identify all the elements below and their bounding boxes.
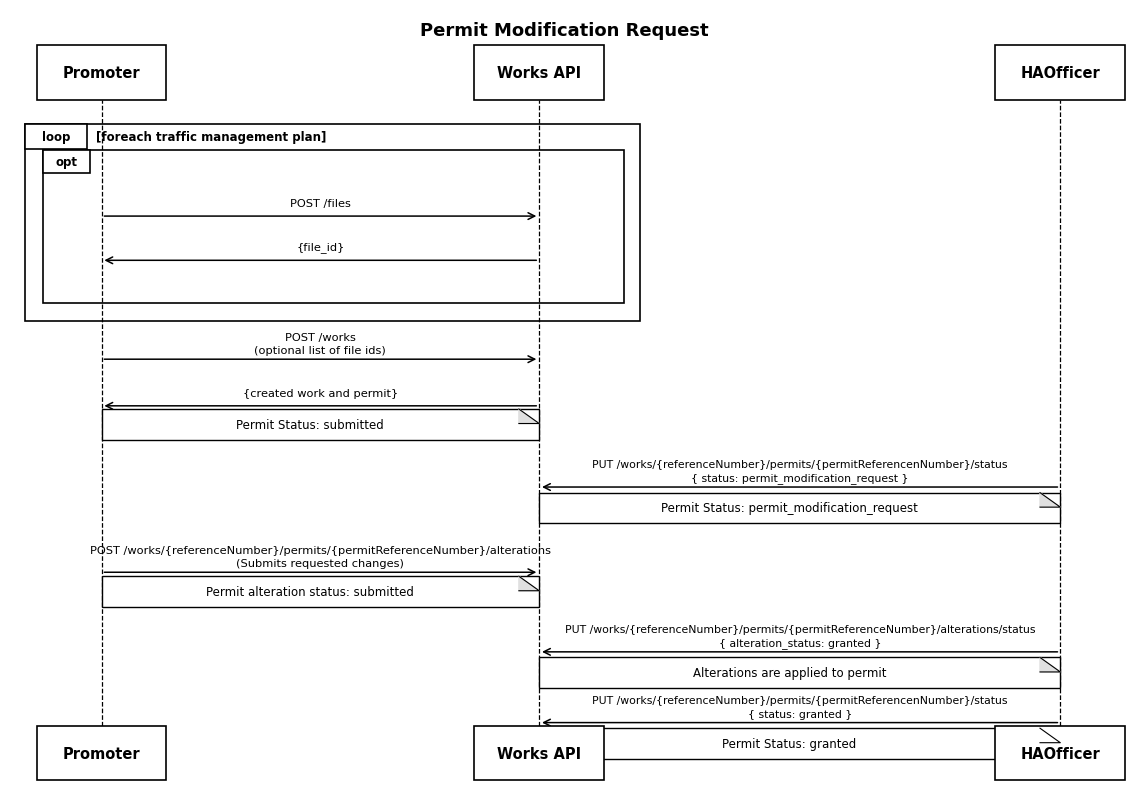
Polygon shape <box>1040 728 1060 743</box>
Bar <box>43 151 90 173</box>
Bar <box>102 577 539 607</box>
Text: Works API: Works API <box>497 66 581 80</box>
Text: { alteration_status: granted }: { alteration_status: granted } <box>719 637 881 648</box>
Text: opt: opt <box>55 156 78 169</box>
Bar <box>36 46 167 100</box>
Text: {created work and permit}: {created work and permit} <box>243 389 398 398</box>
Text: POST /works: POST /works <box>285 332 355 342</box>
Polygon shape <box>1040 658 1060 672</box>
Text: (Submits requested changes): (Submits requested changes) <box>237 559 404 569</box>
Text: {file_id}: {file_id} <box>297 242 344 253</box>
Bar <box>995 46 1125 100</box>
Text: Permit Status: permit_modification_request: Permit Status: permit_modification_reque… <box>661 502 918 515</box>
Text: { status: permit_modification_request }: { status: permit_modification_request } <box>691 472 908 483</box>
Text: HAOfficer: HAOfficer <box>1021 66 1100 80</box>
Bar <box>36 726 167 781</box>
Text: Alterations are applied to permit: Alterations are applied to permit <box>693 666 887 679</box>
Text: Promoter: Promoter <box>63 66 140 80</box>
Bar <box>539 658 1060 688</box>
Text: HAOfficer: HAOfficer <box>1021 746 1100 760</box>
Text: PUT /works/{referenceNumber}/permits/{permitReferencenNumber}/status: PUT /works/{referenceNumber}/permits/{pe… <box>592 460 1007 470</box>
Bar <box>43 151 624 304</box>
Bar <box>25 124 87 150</box>
Text: PUT /works/{referenceNumber}/permits/{permitReferencenNumber}/status: PUT /works/{referenceNumber}/permits/{pe… <box>592 695 1007 705</box>
Text: Permit Modification Request: Permit Modification Request <box>420 22 708 39</box>
Text: loop: loop <box>42 131 70 144</box>
Text: POST /works/{referenceNumber}/permits/{permitReferenceNumber}/alterations: POST /works/{referenceNumber}/permits/{p… <box>90 545 550 555</box>
Bar <box>539 728 1060 759</box>
Text: [foreach traffic management plan]: [foreach traffic management plan] <box>96 131 326 144</box>
Text: Permit Status: granted: Permit Status: granted <box>722 737 857 750</box>
Text: Permit Status: submitted: Permit Status: submitted <box>237 418 384 431</box>
Text: (optional list of file ids): (optional list of file ids) <box>255 346 386 356</box>
Text: POST /files: POST /files <box>290 199 351 209</box>
Polygon shape <box>1040 493 1060 507</box>
Bar <box>474 46 605 100</box>
Bar <box>474 726 605 781</box>
Text: PUT /works/{referenceNumber}/permits/{permitReferenceNumber}/alterations/status: PUT /works/{referenceNumber}/permits/{pe… <box>564 625 1036 634</box>
Polygon shape <box>519 577 539 591</box>
Polygon shape <box>519 410 539 424</box>
Text: Promoter: Promoter <box>63 746 140 760</box>
Bar <box>102 410 539 440</box>
Text: Permit alteration status: submitted: Permit alteration status: submitted <box>206 585 414 598</box>
Text: Works API: Works API <box>497 746 581 760</box>
Bar <box>25 124 640 321</box>
Text: { status: granted }: { status: granted } <box>748 709 852 719</box>
Bar <box>539 493 1060 524</box>
Bar <box>995 726 1125 781</box>
